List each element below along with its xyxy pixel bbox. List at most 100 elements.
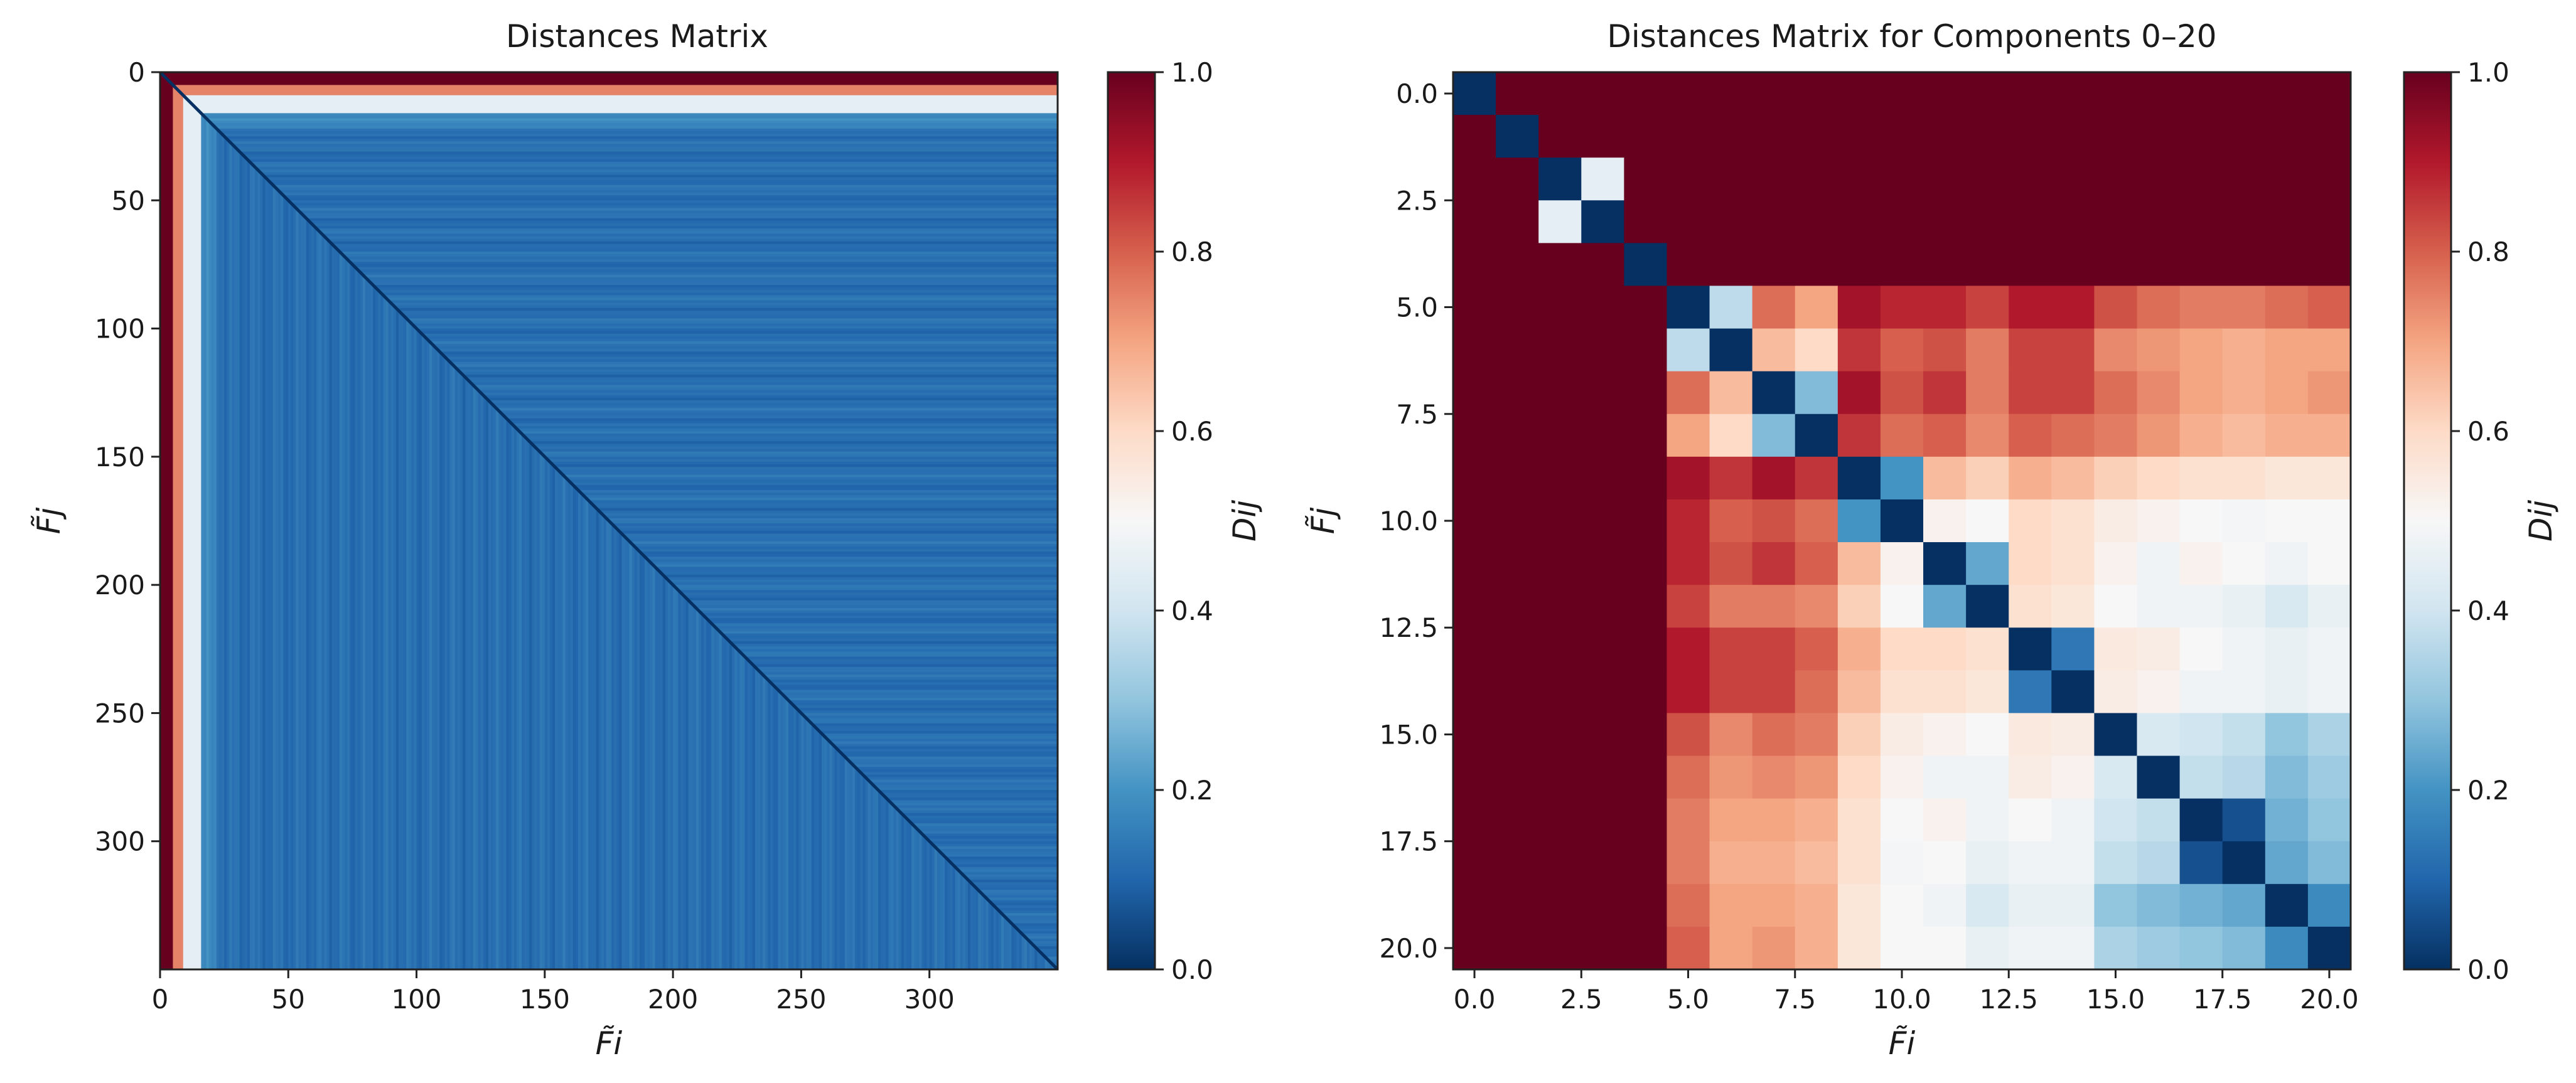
left-heatmap-row	[819, 728, 1058, 732]
right-heatmap-cell	[2094, 755, 2138, 799]
right-heatmap-cell	[1795, 883, 1838, 927]
left-heatmap-row	[329, 238, 1058, 242]
right-heatmap-cell	[1709, 285, 1753, 329]
right-heatmap-cell	[2009, 627, 2052, 671]
right-heatmap-cell	[1538, 798, 1582, 842]
left-heatmap-row	[572, 482, 1058, 486]
left-heatmap-row	[719, 628, 1058, 632]
left-heatmap-col	[218, 72, 222, 969]
left-heatmap-row	[444, 354, 1058, 358]
right-heatmap-cell	[2179, 713, 2223, 757]
left-yticks-label: 200	[95, 570, 145, 600]
left-heatmap-row	[401, 310, 1058, 314]
left-heatmap-row	[522, 431, 1058, 434]
right-heatmap-cell	[2222, 157, 2266, 201]
right-yticks-label: 2.5	[1396, 185, 1438, 216]
right-yticks-label: 5.0	[1396, 292, 1438, 323]
right-heatmap-cell	[2265, 670, 2309, 714]
left-xticks-label: 100	[391, 984, 441, 1015]
left-heatmap-col	[603, 72, 607, 969]
right-panel: Distances Matrix for Components 0–20 0.0…	[1305, 18, 2559, 1062]
left-heatmap-row	[796, 705, 1058, 708]
left-heatmap-col	[439, 72, 443, 969]
left-heatmap-col	[506, 72, 510, 969]
left-heatmap-row	[867, 777, 1058, 781]
right-heatmap-cell	[2009, 413, 2052, 457]
left-heatmap-col	[444, 72, 448, 969]
left-heatmap-row	[640, 548, 1058, 552]
left-heatmap-row	[768, 677, 1058, 680]
right-heatmap-cell	[1795, 798, 1838, 842]
left-heatmap-row	[485, 395, 1058, 398]
right-heatmap-cell	[1453, 798, 1496, 842]
left-heatmap-row	[498, 408, 1058, 411]
right-heatmap-cell	[2222, 627, 2266, 671]
right-heatmap-cell	[2265, 328, 2309, 372]
right-heatmap-cell	[1538, 670, 1582, 714]
right-heatmap-cell	[2265, 243, 2309, 287]
right-heatmap-cell	[2094, 243, 2138, 287]
left-heatmap-row	[596, 505, 1058, 509]
left-heatmap-col	[537, 72, 540, 969]
left-heatmap-row	[193, 103, 1058, 106]
left-heatmap-col	[527, 72, 530, 969]
right-heatmap-cell	[1966, 798, 2009, 842]
left-heatmap-col	[329, 72, 333, 969]
left-heatmap-row	[1039, 949, 1058, 952]
left-heatmap-row	[609, 518, 1058, 521]
left-heatmap-col	[267, 72, 271, 969]
left-heatmap-row	[350, 259, 1058, 262]
right-yticks-label: 17.5	[1379, 826, 1438, 857]
right-heatmap-cell	[1880, 328, 1924, 372]
left-heatmap-row	[475, 385, 1058, 388]
left-heatmap-row	[555, 464, 1058, 467]
left-heatmap-row	[1032, 941, 1058, 944]
left-heatmap-row	[962, 872, 1058, 875]
left-heatmap-col	[380, 72, 384, 969]
left-heatmap-row	[934, 843, 1058, 847]
right-heatmap-cell	[2307, 456, 2351, 500]
left-heatmap-row	[316, 226, 1058, 229]
right-heatmap-cell	[2094, 200, 2138, 243]
right-heatmap-cell	[2094, 499, 2138, 543]
left-heatmap-row	[298, 208, 1058, 211]
left-heatmap-row	[360, 269, 1058, 273]
left-heatmap-col	[432, 72, 435, 969]
right-heatmap-cell	[1966, 72, 2009, 115]
left-heatmap-col	[421, 72, 425, 969]
left-heatmap-row	[539, 449, 1058, 452]
left-heatmap-row	[978, 887, 1058, 890]
left-cbticks-label: 0.4	[1171, 595, 1213, 626]
left-heatmap-row	[832, 741, 1058, 745]
right-heatmap-cell	[2307, 328, 2351, 372]
left-heatmap-row	[345, 254, 1058, 257]
right-heatmap-cell	[1880, 243, 1924, 287]
left-heatmap-row	[421, 331, 1058, 334]
right-heatmap-cell	[1837, 371, 1881, 415]
right-heatmap-cell	[1538, 713, 1582, 757]
right-heatmap-cell	[2307, 713, 2351, 757]
left-heatmap-col	[175, 72, 179, 969]
right-heatmap-cell	[2307, 670, 2351, 714]
left-heatmap-row	[827, 736, 1058, 739]
right-heatmap-cell	[1666, 456, 1710, 500]
left-heatmap-row	[852, 762, 1058, 765]
left-heatmap-row	[511, 420, 1058, 424]
right-heatmap-cell	[1581, 585, 1624, 628]
right-heatmap-cell	[1709, 72, 1753, 115]
right-heatmap-cell	[1709, 371, 1753, 415]
right-heatmap-cell	[2137, 713, 2181, 757]
left-heatmap-row	[634, 543, 1058, 547]
left-heatmap-col	[180, 72, 184, 969]
right-heatmap-cell	[1496, 200, 1539, 243]
left-heatmap-row	[916, 826, 1058, 829]
left-heatmap-row	[449, 359, 1058, 363]
left-heatmap-row	[513, 423, 1058, 427]
right-heatmap-cell	[2009, 926, 2052, 970]
right-heatmap-cell	[1581, 413, 1624, 457]
left-heatmap-row	[385, 295, 1058, 299]
left-heatmap-col	[244, 72, 248, 969]
right-heatmap-cell	[2094, 627, 2138, 671]
right-heatmap-cell	[1538, 456, 1582, 500]
left-heatmap-row	[216, 125, 1058, 129]
